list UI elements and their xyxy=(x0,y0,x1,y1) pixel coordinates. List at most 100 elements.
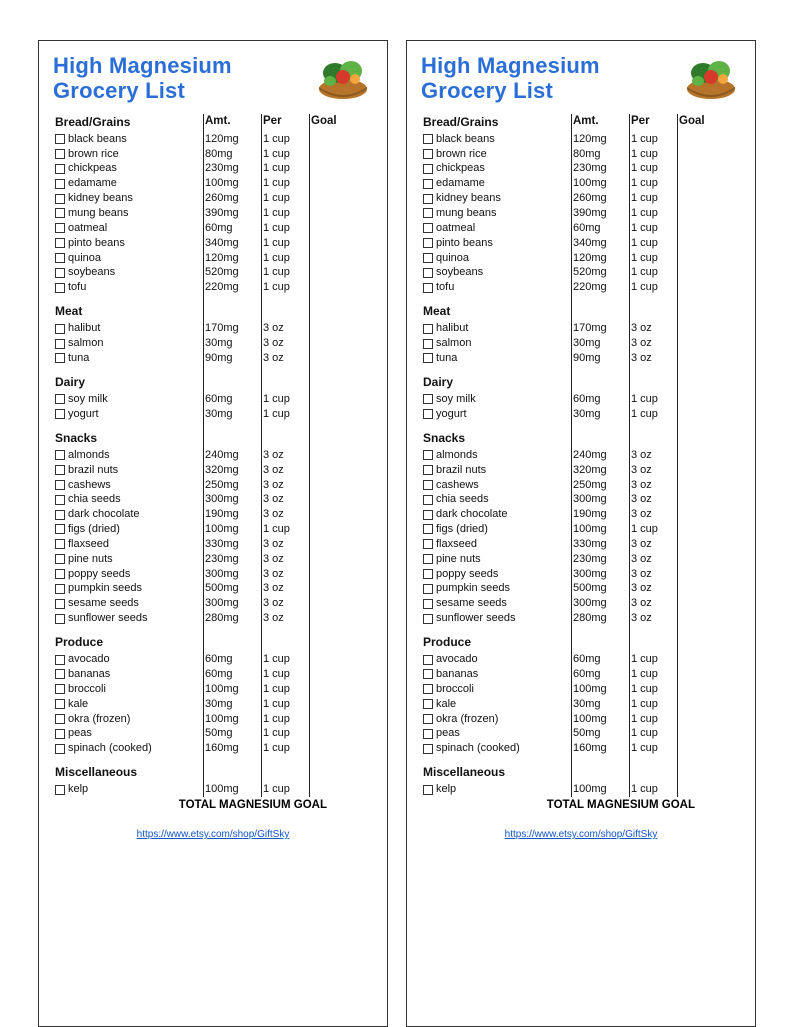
checkbox[interactable] xyxy=(423,524,433,534)
checkbox[interactable] xyxy=(423,238,433,248)
goal-cell[interactable] xyxy=(677,478,717,493)
goal-cell[interactable] xyxy=(309,191,349,206)
checkbox[interactable] xyxy=(55,194,65,204)
goal-cell[interactable] xyxy=(309,280,349,295)
goal-cell[interactable] xyxy=(309,251,349,266)
goal-cell[interactable] xyxy=(309,463,349,478)
goal-cell[interactable] xyxy=(677,741,717,756)
goal-cell[interactable] xyxy=(677,392,717,407)
checkbox[interactable] xyxy=(423,655,433,665)
checkbox[interactable] xyxy=(423,569,433,579)
goal-cell[interactable] xyxy=(309,448,349,463)
goal-cell[interactable] xyxy=(309,567,349,582)
goal-cell[interactable] xyxy=(677,567,717,582)
checkbox[interactable] xyxy=(423,584,433,594)
goal-cell[interactable] xyxy=(309,236,349,251)
checkbox[interactable] xyxy=(423,223,433,233)
checkbox[interactable] xyxy=(423,614,433,624)
goal-cell[interactable] xyxy=(309,741,349,756)
goal-cell[interactable] xyxy=(677,407,717,422)
checkbox[interactable] xyxy=(423,744,433,754)
goal-cell[interactable] xyxy=(309,697,349,712)
checkbox[interactable] xyxy=(55,554,65,564)
checkbox[interactable] xyxy=(423,324,433,334)
checkbox[interactable] xyxy=(55,283,65,293)
footer-link[interactable]: https://www.etsy.com/shop/GiftSky xyxy=(53,829,373,840)
checkbox[interactable] xyxy=(55,669,65,679)
checkbox[interactable] xyxy=(423,669,433,679)
checkbox[interactable] xyxy=(55,339,65,349)
goal-cell[interactable] xyxy=(309,652,349,667)
checkbox[interactable] xyxy=(55,655,65,665)
checkbox[interactable] xyxy=(55,164,65,174)
goal-cell[interactable] xyxy=(309,336,349,351)
checkbox[interactable] xyxy=(55,684,65,694)
checkbox[interactable] xyxy=(55,324,65,334)
goal-cell[interactable] xyxy=(309,221,349,236)
checkbox[interactable] xyxy=(55,149,65,159)
goal-cell[interactable] xyxy=(677,652,717,667)
goal-cell[interactable] xyxy=(677,191,717,206)
goal-cell[interactable] xyxy=(677,321,717,336)
checkbox[interactable] xyxy=(55,179,65,189)
goal-cell[interactable] xyxy=(309,176,349,191)
checkbox[interactable] xyxy=(55,394,65,404)
checkbox[interactable] xyxy=(423,554,433,564)
goal-cell[interactable] xyxy=(309,392,349,407)
checkbox[interactable] xyxy=(423,134,433,144)
checkbox[interactable] xyxy=(55,208,65,218)
goal-cell[interactable] xyxy=(677,463,717,478)
goal-cell[interactable] xyxy=(309,596,349,611)
goal-cell[interactable] xyxy=(677,351,717,366)
checkbox[interactable] xyxy=(55,465,65,475)
goal-cell[interactable] xyxy=(677,251,717,266)
checkbox[interactable] xyxy=(55,569,65,579)
checkbox[interactable] xyxy=(55,785,65,795)
goal-cell[interactable] xyxy=(677,221,717,236)
checkbox[interactable] xyxy=(55,584,65,594)
checkbox[interactable] xyxy=(55,268,65,278)
goal-cell[interactable] xyxy=(677,697,717,712)
goal-cell[interactable] xyxy=(677,682,717,697)
checkbox[interactable] xyxy=(55,134,65,144)
checkbox[interactable] xyxy=(55,539,65,549)
goal-cell[interactable] xyxy=(677,176,717,191)
checkbox[interactable] xyxy=(423,394,433,404)
goal-cell[interactable] xyxy=(309,537,349,552)
goal-cell[interactable] xyxy=(309,581,349,596)
goal-cell[interactable] xyxy=(309,321,349,336)
checkbox[interactable] xyxy=(55,450,65,460)
checkbox[interactable] xyxy=(55,409,65,419)
goal-cell[interactable] xyxy=(677,667,717,682)
checkbox[interactable] xyxy=(55,744,65,754)
goal-cell[interactable] xyxy=(309,667,349,682)
checkbox[interactable] xyxy=(55,495,65,505)
goal-cell[interactable] xyxy=(677,581,717,596)
goal-cell[interactable] xyxy=(677,726,717,741)
goal-cell[interactable] xyxy=(677,236,717,251)
goal-cell[interactable] xyxy=(309,552,349,567)
checkbox[interactable] xyxy=(423,164,433,174)
goal-cell[interactable] xyxy=(677,147,717,162)
checkbox[interactable] xyxy=(423,149,433,159)
goal-cell[interactable] xyxy=(309,132,349,147)
goal-cell[interactable] xyxy=(677,596,717,611)
checkbox[interactable] xyxy=(55,353,65,363)
goal-cell[interactable] xyxy=(309,265,349,280)
goal-cell[interactable] xyxy=(677,265,717,280)
checkbox[interactable] xyxy=(55,223,65,233)
checkbox[interactable] xyxy=(55,699,65,709)
goal-cell[interactable] xyxy=(677,522,717,537)
goal-cell[interactable] xyxy=(309,611,349,626)
checkbox[interactable] xyxy=(55,238,65,248)
goal-cell[interactable] xyxy=(309,726,349,741)
checkbox[interactable] xyxy=(55,480,65,490)
checkbox[interactable] xyxy=(423,339,433,349)
goal-cell[interactable] xyxy=(309,478,349,493)
goal-cell[interactable] xyxy=(309,507,349,522)
goal-cell[interactable] xyxy=(677,782,717,797)
checkbox[interactable] xyxy=(423,785,433,795)
goal-cell[interactable] xyxy=(309,147,349,162)
goal-cell[interactable] xyxy=(677,448,717,463)
goal-cell[interactable] xyxy=(677,492,717,507)
